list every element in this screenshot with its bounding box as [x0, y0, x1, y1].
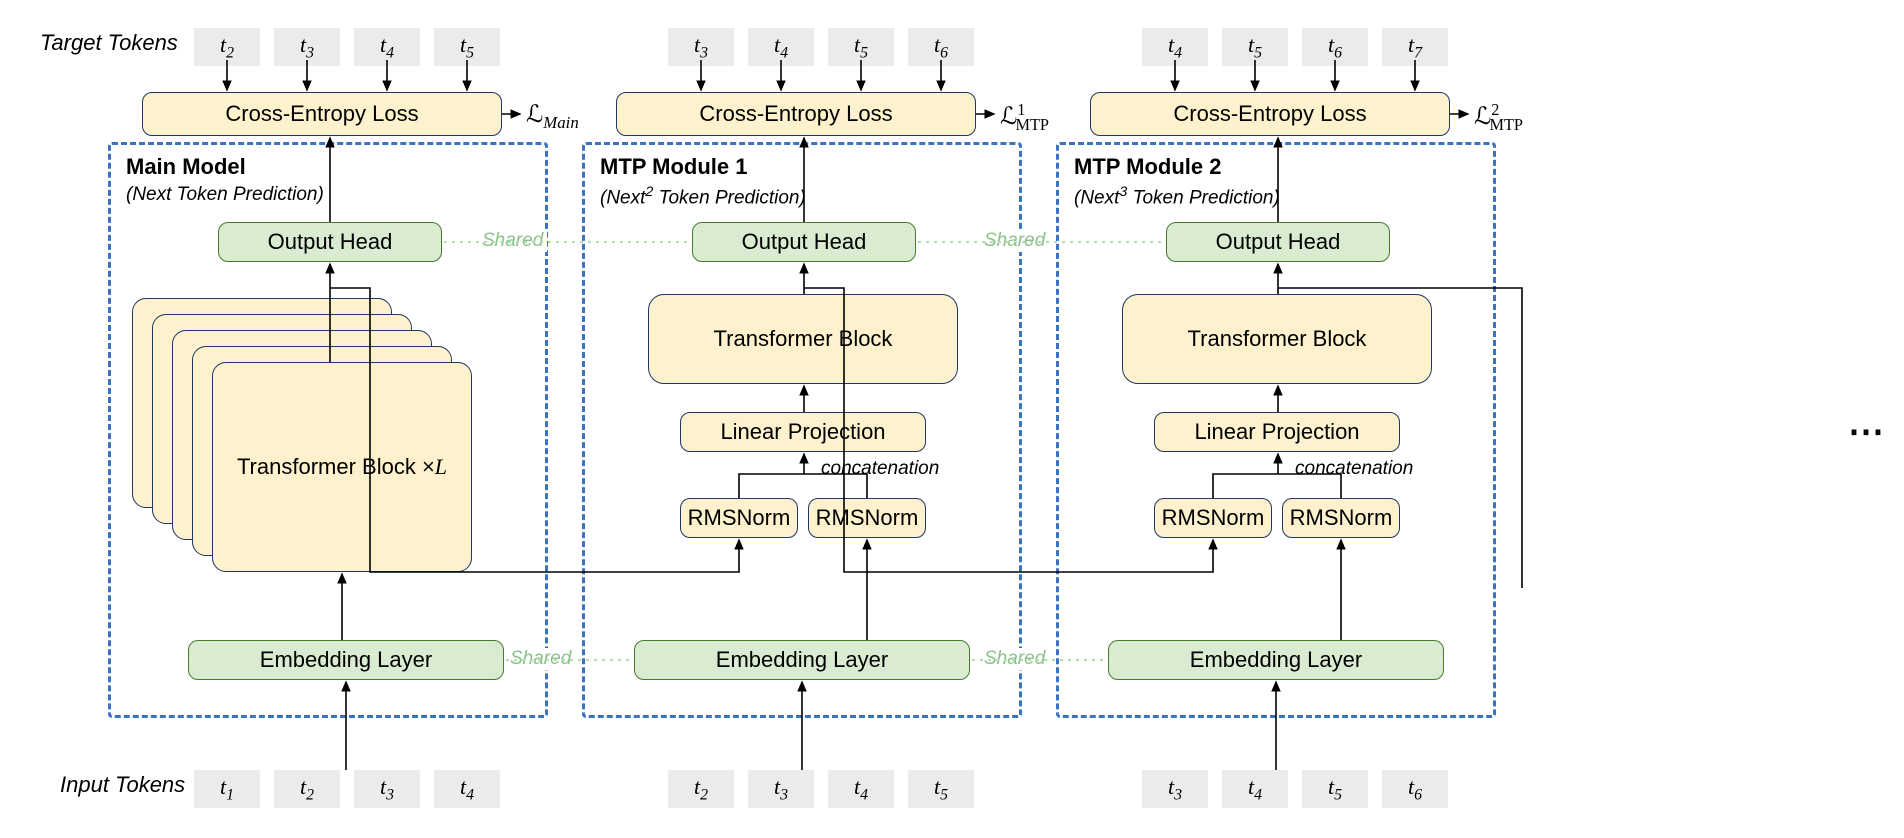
cross-entropy-loss-main: Cross-Entropy Loss [142, 92, 502, 136]
token: t3 [354, 770, 420, 808]
token: t3 [668, 28, 734, 66]
target-tokens-label: Target Tokens [40, 30, 178, 56]
token: t4 [828, 770, 894, 808]
token: t1 [194, 770, 260, 808]
token: t2 [194, 28, 260, 66]
transformer-block-mtp2: Transformer Block [1122, 294, 1432, 384]
token: t2 [668, 770, 734, 808]
loss-label-mtp2: ℒ2MTP [1474, 100, 1523, 135]
rmsnorm-left-mtp2: RMSNorm [1154, 498, 1272, 538]
concat-label-mtp2: concatenation [1295, 458, 1413, 480]
mtp1-title: MTP Module 1 [600, 154, 748, 180]
target-tokens-mtp1: t3 t4 t5 t6 [668, 28, 974, 66]
shared-label: Shared [506, 648, 575, 670]
mtp2-title: MTP Module 2 [1074, 154, 1222, 180]
loss-label-mtp1: ℒ1MTP [1000, 100, 1049, 135]
main-model-subtitle: (Next Token Prediction) [126, 184, 324, 206]
token: t4 [354, 28, 420, 66]
ellipsis-icon: ⋯ [1848, 410, 1886, 452]
token: t4 [748, 28, 814, 66]
token: t4 [1222, 770, 1288, 808]
output-head-main: Output Head [218, 222, 442, 262]
token: t5 [1302, 770, 1368, 808]
token: t4 [1142, 28, 1208, 66]
shared-label: Shared [980, 648, 1049, 670]
linear-projection-mtp1: Linear Projection [680, 412, 926, 452]
input-tokens-main: t1 t2 t3 t4 [194, 770, 500, 808]
target-tokens-mtp2: t4 t5 t6 t7 [1142, 28, 1448, 66]
target-tokens-main: t2 t3 t4 t5 [194, 28, 500, 66]
token: t6 [908, 28, 974, 66]
token: t4 [434, 770, 500, 808]
token: t5 [434, 28, 500, 66]
mtp2-subtitle: (Next3 Token Prediction) [1074, 184, 1280, 209]
embedding-layer-mtp2: Embedding Layer [1108, 640, 1444, 680]
token: t3 [1142, 770, 1208, 808]
token: t5 [908, 770, 974, 808]
token: t2 [274, 770, 340, 808]
output-head-mtp1: Output Head [692, 222, 916, 262]
cross-entropy-loss-mtp2: Cross-Entropy Loss [1090, 92, 1450, 136]
input-tokens-mtp1: t2 t3 t4 t5 [668, 770, 974, 808]
cross-entropy-loss-mtp1: Cross-Entropy Loss [616, 92, 976, 136]
embedding-layer-mtp1: Embedding Layer [634, 640, 970, 680]
rmsnorm-right-mtp1: RMSNorm [808, 498, 926, 538]
shared-label: Shared [478, 230, 547, 252]
loss-label-main: ℒMain [526, 100, 579, 133]
mtp1-subtitle: (Next2 Token Prediction) [600, 184, 806, 209]
concat-label-mtp1: concatenation [821, 458, 939, 480]
input-tokens-label: Input Tokens [60, 772, 185, 798]
rmsnorm-right-mtp2: RMSNorm [1282, 498, 1400, 538]
token: t5 [1222, 28, 1288, 66]
transformer-block-mtp1: Transformer Block [648, 294, 958, 384]
embedding-layer-main: Embedding Layer [188, 640, 504, 680]
shared-label: Shared [980, 230, 1049, 252]
token: t6 [1302, 28, 1368, 66]
token: t6 [1382, 770, 1448, 808]
token: t3 [748, 770, 814, 808]
input-tokens-mtp2: t3 t4 t5 t6 [1142, 770, 1448, 808]
token: t3 [274, 28, 340, 66]
main-model-title: Main Model [126, 154, 246, 180]
rmsnorm-left-mtp1: RMSNorm [680, 498, 798, 538]
output-head-mtp2: Output Head [1166, 222, 1390, 262]
token: t5 [828, 28, 894, 66]
transformer-card: Transformer Block × L [212, 362, 472, 572]
linear-projection-mtp2: Linear Projection [1154, 412, 1400, 452]
token: t7 [1382, 28, 1448, 66]
